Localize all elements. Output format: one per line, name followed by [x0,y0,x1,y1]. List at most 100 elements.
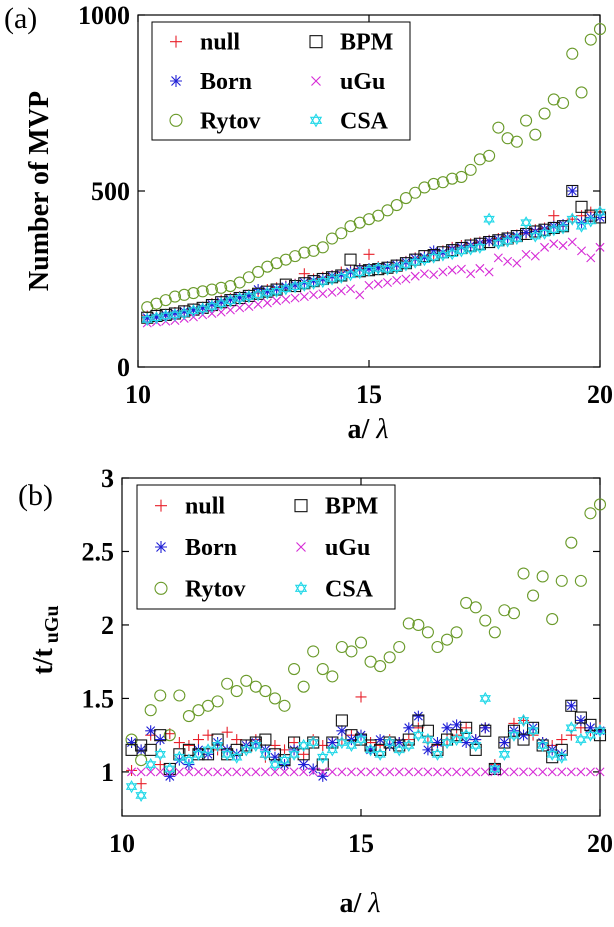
y-tick-label: 3 [101,464,114,493]
data-point-Born [317,770,329,782]
data-point-CSA [557,224,569,235]
data-point-uGu [222,767,232,777]
data-point-BPM [593,211,607,224]
data-point-Rytov [507,607,521,620]
data-point-BPM [473,237,486,250]
x-tick-label: 20 [587,380,613,409]
data-point-uGu [566,767,576,777]
data-point-CSA [355,732,367,743]
legend-marker-null [170,35,182,48]
data-point-CSA [144,761,157,772]
data-point-Born [374,734,386,746]
data-point-CSA [317,753,329,764]
data-point-CSA [231,753,243,764]
data-point-uGu [270,767,280,777]
data-point-CSA [363,266,375,277]
data-point-CSA [240,746,252,757]
data-point-CSA [211,738,224,749]
data-point-CSA [400,258,412,269]
data-point-uGu [251,767,261,777]
data-point-Born [187,304,199,316]
data-point-CSA [178,306,190,317]
data-point-Born [594,725,606,737]
data-point-Born [518,729,530,741]
data-point-BPM [279,278,292,291]
data-point-Born [460,737,472,749]
data-point-uGu [244,301,254,311]
data-point-CSA [575,732,587,743]
data-point-CSA [240,743,252,754]
data-point-CSA [298,282,311,292]
data-point-Born [566,185,578,197]
data-point-BPM [431,743,444,756]
data-point-CSA [464,242,477,253]
data-point-CSA [409,258,421,269]
legend-box [136,484,396,610]
data-point-Rytov [584,33,597,46]
data-point-Rytov [469,601,482,614]
data-point-CSA [211,742,224,753]
data-point-CSA [391,264,403,275]
data-point-CSA [418,256,431,267]
data-point-Born [307,763,319,775]
data-point-BPM [201,748,215,761]
data-point-Rytov [556,96,570,110]
data-point-CSA [278,756,291,767]
x-tick-label: 10 [125,380,151,409]
data-point-CSA [418,253,431,263]
data-point-uGu [528,767,538,777]
data-point-Rytov [268,692,282,705]
data-point-Rytov [215,281,228,294]
data-point-CSA [538,229,551,240]
data-point-uGu [336,286,346,296]
data-point-Born [565,700,577,712]
data-point-CSA [489,765,501,776]
data-point-CSA [422,736,434,747]
data-point-CSA [270,284,283,295]
data-point-Born [336,725,348,737]
data-point-CSA [400,261,412,272]
data-point-CSA [412,728,425,739]
x-tick-label: 15 [356,380,382,409]
legend-marker-CSA [294,581,308,592]
data-point-CSA [345,738,358,749]
data-point-uGu [213,767,223,777]
data-point-BPM [450,729,463,742]
data-point-CSA [517,717,530,728]
data-point-uGu [299,767,309,777]
data-point-CSA [383,739,396,750]
data-point-CSA [259,747,272,758]
data-point-uGu [586,253,596,263]
data-point-CSA [527,727,539,738]
legend: null BPM Born uGu Rytov CSA [136,484,396,610]
data-point-uGu [207,308,217,319]
legend-marker-null [155,499,167,512]
data-point-CSA [566,212,578,223]
data-point-uGu [346,284,356,294]
data-point-uGu [280,767,290,777]
data-point-uGu [327,767,337,777]
data-point-null [173,737,185,749]
series-CSA [141,205,606,327]
data-point-CSA [460,728,472,739]
data-point-CSA [135,792,147,803]
data-point-CSA [364,746,377,757]
data-point-Rytov [536,570,549,583]
data-point-uGu [530,251,540,261]
data-point-uGu [272,296,282,306]
data-point-Rytov [242,271,255,284]
data-point-Rytov [178,288,191,301]
data-point-Rytov [450,626,463,639]
data-point-CSA [125,780,138,790]
legend-label-null: null [200,30,240,56]
data-point-Rytov [431,640,444,654]
data-point-CSA [125,783,138,794]
data-point-BPM [335,714,348,727]
data-point-uGu [290,293,300,303]
data-point-CSA [594,727,606,738]
data-point-uGu [146,767,156,777]
data-point-Rytov [527,589,540,602]
data-point-null [460,722,472,734]
data-point-Rytov [163,729,176,742]
